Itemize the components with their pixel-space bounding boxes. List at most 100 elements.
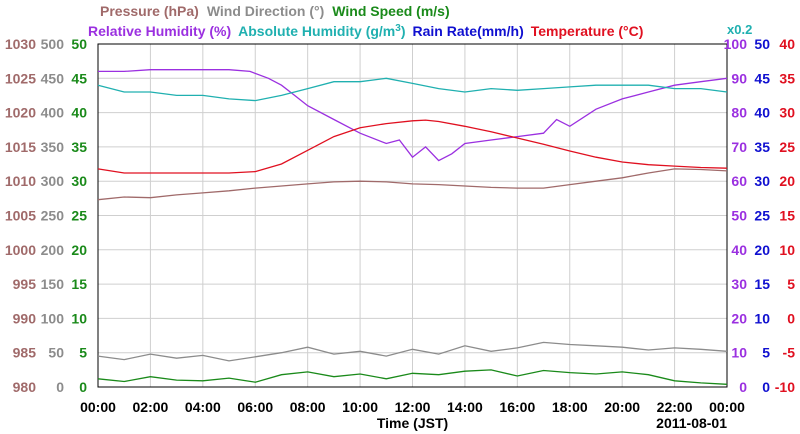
humidity-tick-label: 10 <box>731 345 747 361</box>
x-axis-label: Time (JST) <box>377 415 448 431</box>
x-tick-label: 20:00 <box>604 399 640 415</box>
temperature-tick-label: -5 <box>783 345 796 361</box>
legend-wind_speed: Wind Speed (m/s) <box>332 3 449 19</box>
wind_speed-tick-label: 0 <box>79 379 87 395</box>
x-tick-label: 16:00 <box>499 399 535 415</box>
wind_direction-tick-label: 350 <box>41 139 65 155</box>
rain_rate-tick-label: 10 <box>754 310 770 326</box>
pressure-tick-label: 990 <box>13 310 37 326</box>
temperature-tick-label: 0 <box>787 310 795 326</box>
rain_rate-tick-label: 15 <box>754 276 770 292</box>
legend-ah: Absolute Humidity (g/m3) <box>238 23 405 39</box>
plot-area <box>97 69 728 385</box>
temperature-tick-label: 20 <box>779 173 795 189</box>
humidity-tick-label: 0 <box>739 379 747 395</box>
wind_speed-tick-label: 35 <box>71 139 87 155</box>
humidity-tick-label: 30 <box>731 276 747 292</box>
series-absolute-humidity <box>97 77 728 102</box>
x-tick-label: 00:00 <box>709 399 745 415</box>
wind_speed-tick-label: 25 <box>71 208 87 224</box>
legend-rh: Relative Humidity (%) <box>88 23 231 39</box>
series-temperature <box>97 119 728 174</box>
rain_rate-tick-label: 25 <box>754 208 770 224</box>
x-tick-label: 00:00 <box>80 399 116 415</box>
pressure-tick-label: 1030 <box>5 36 36 52</box>
wind_direction-tick-label: 100 <box>41 310 65 326</box>
chart-grid <box>97 43 728 388</box>
legend-rain: Rain Rate(mm/h) <box>413 23 524 39</box>
rain_rate-tick-label: 20 <box>754 242 770 258</box>
x-tick-label: 04:00 <box>185 399 221 415</box>
humidity-tick-label: 80 <box>731 105 747 121</box>
rain_rate-tick-label: 35 <box>754 139 770 155</box>
legend-wind_dir: Wind Direction (°) <box>207 3 324 19</box>
wind_direction-tick-label: 200 <box>41 242 65 258</box>
rain_rate-tick-label: 0 <box>762 379 770 395</box>
rain_rate-tick-label: 40 <box>754 105 770 121</box>
pressure-tick-label: 985 <box>13 345 37 361</box>
temperature-tick-label: 25 <box>779 139 795 155</box>
wind_speed-tick-label: 45 <box>71 70 87 86</box>
humidity-tick-label: 60 <box>731 173 747 189</box>
humidity-tick-label: 100 <box>724 36 748 52</box>
x-tick-label: 12:00 <box>395 399 431 415</box>
x-axis: 00:00 02:00 04:00 06:00 08:00 10:00 12:00 14:00… <box>80 399 745 431</box>
date-label: 2011-08-01 <box>656 415 727 431</box>
wind_speed-tick-label: 30 <box>71 173 87 189</box>
pressure-tick-label: 1010 <box>5 173 36 189</box>
x-tick-label: 14:00 <box>447 399 483 415</box>
wind_speed-tick-label: 50 <box>71 36 87 52</box>
pressure-tick-label: 1025 <box>5 70 36 86</box>
x-tick-label: 18:00 <box>552 399 588 415</box>
wind_direction-tick-label: 250 <box>41 208 65 224</box>
pressure-tick-label: 980 <box>13 379 37 395</box>
y-axes: 1030102510201015101010051000995990985980… <box>5 36 795 395</box>
rain_rate-tick-label: 50 <box>754 36 770 52</box>
temperature-tick-label: 5 <box>787 276 795 292</box>
temperature-tick-label: 30 <box>779 105 795 121</box>
humidity-tick-label: 90 <box>731 70 747 86</box>
wind_direction-tick-label: 50 <box>48 345 64 361</box>
wind_direction-tick-label: 400 <box>41 105 65 121</box>
humidity-tick-label: 40 <box>731 242 747 258</box>
wind_direction-tick-label: 500 <box>41 36 65 52</box>
wind_direction-tick-label: 300 <box>41 173 65 189</box>
wind_direction-tick-label: 0 <box>56 379 64 395</box>
pressure-tick-label: 1015 <box>5 139 36 155</box>
humidity-tick-label: 20 <box>731 310 747 326</box>
rain_rate-tick-label: 45 <box>754 70 770 86</box>
temperature-tick-label: 40 <box>779 36 795 52</box>
legend-temp: Temperature (°C) <box>531 23 644 39</box>
wind_speed-tick-label: 5 <box>79 345 87 361</box>
series-pressure <box>97 168 728 201</box>
rain_rate-tick-label: 30 <box>754 173 770 189</box>
wind_speed-tick-label: 40 <box>71 105 87 121</box>
wind_direction-tick-label: 450 <box>41 70 65 86</box>
x-tick-label: 22:00 <box>657 399 693 415</box>
series-relative-humidity <box>98 69 728 162</box>
pressure-tick-label: 1020 <box>5 105 36 121</box>
x-tick-label: 08:00 <box>290 399 326 415</box>
temperature-tick-label: 15 <box>779 208 795 224</box>
wind_speed-tick-label: 10 <box>71 310 87 326</box>
humidity-tick-label: 50 <box>731 208 747 224</box>
wind_speed-tick-label: 15 <box>71 276 87 292</box>
x-tick-label: 02:00 <box>133 399 169 415</box>
rain_rate-tick-label: 5 <box>762 345 770 361</box>
legend-scale-note: x0.2 <box>727 22 752 37</box>
series-wind-speed <box>97 369 728 385</box>
chart-legend: Pressure (hPa) Wind Direction (°) Wind Spe… <box>88 3 752 39</box>
wind_direction-tick-label: 150 <box>41 276 65 292</box>
pressure-tick-label: 1005 <box>5 208 36 224</box>
temperature-tick-label: -10 <box>775 379 795 395</box>
pressure-tick-label: 1000 <box>5 242 36 258</box>
plot-frame <box>97 43 728 388</box>
x-tick-label: 06:00 <box>237 399 273 415</box>
pressure-tick-label: 995 <box>13 276 37 292</box>
legend-pressure: Pressure (hPa) <box>100 3 199 19</box>
x-tick-label: 10:00 <box>342 399 378 415</box>
wind_speed-tick-label: 20 <box>71 242 87 258</box>
temperature-tick-label: 10 <box>779 242 795 258</box>
temperature-tick-label: 35 <box>779 70 795 86</box>
